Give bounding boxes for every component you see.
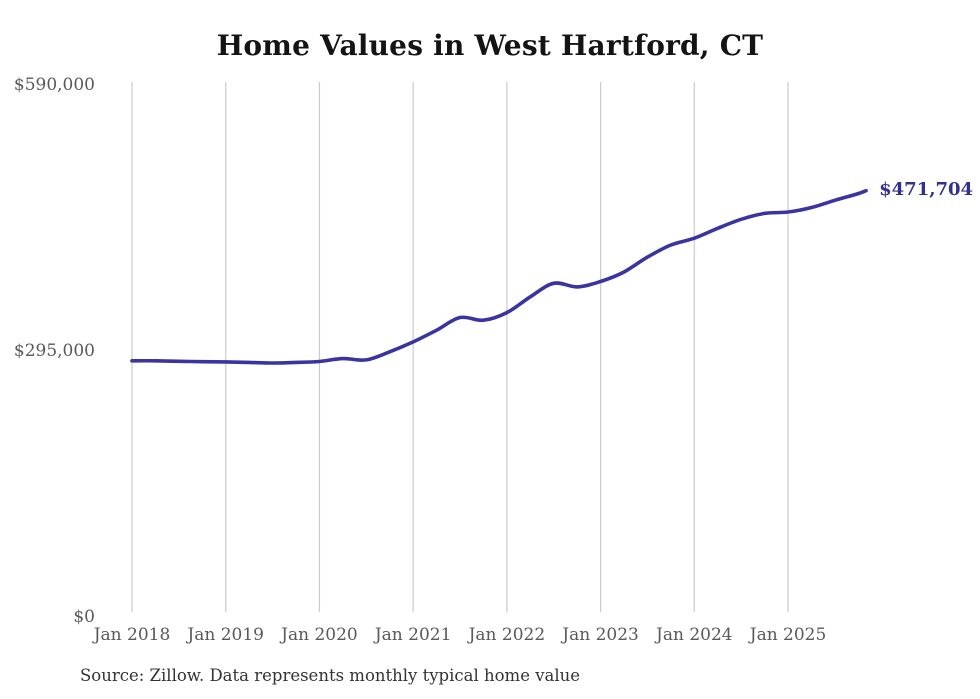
end-value-label: $471,704 [879,178,974,200]
y-tick-label: $295,000 [14,341,95,361]
x-tick-label: Jan 2021 [373,625,452,645]
x-tick-label: Jan 2019 [185,625,264,645]
y-tick-label: $590,000 [14,75,95,95]
x-tick-label: Jan 2022 [467,625,546,645]
x-tick-label: Jan 2025 [748,625,827,645]
home-value-line [130,188,868,365]
y-tick-label: $0 [73,607,95,627]
chart-title: Home Values in West Hartford, CT [216,29,764,62]
source-note: Source: Zillow. Data represents monthly … [80,666,581,685]
x-tick-label: Jan 2023 [560,625,639,645]
x-tick-label: Jan 2020 [279,625,358,645]
x-tick-label: Jan 2018 [92,625,171,645]
x-tick-label: Jan 2024 [654,625,733,645]
